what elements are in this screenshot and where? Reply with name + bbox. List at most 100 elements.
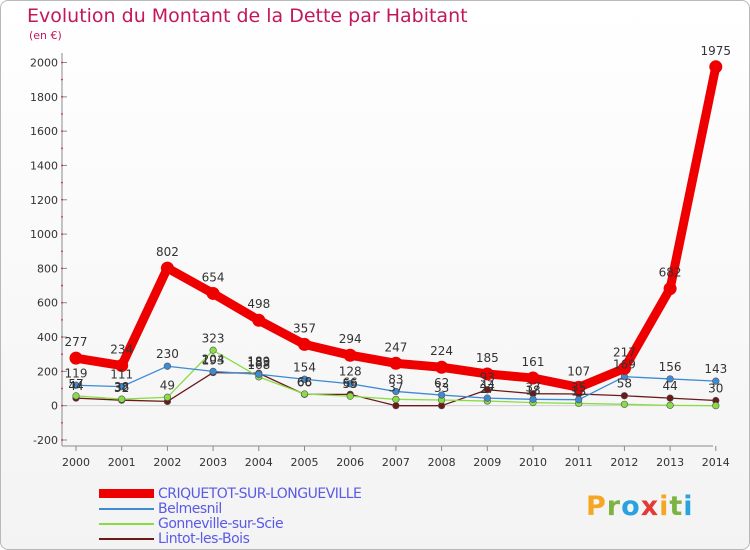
data-point [575,396,583,404]
data-label: 294 [339,332,362,346]
y-tick-label: 1400 [30,159,58,172]
data-point [666,375,674,383]
legend-label: Gonneville-sur-Scie [158,515,284,532]
data-label: 107 [567,364,590,378]
data-point [209,367,217,375]
brand-logo-letter: i [659,491,670,522]
x-tick-label: 2009 [473,456,501,469]
data-point [160,261,174,275]
y-minor-tick [61,439,63,441]
data-label: 44 [662,379,677,393]
data-label: 498 [247,297,270,311]
y-tick-label: 1200 [30,194,58,207]
y-tick-label: 2000 [30,57,58,70]
data-label: 323 [202,331,225,345]
x-tick-label: 2007 [382,456,410,469]
y-minor-tick [61,61,63,64]
x-tick-label: 2010 [519,456,547,469]
data-point [529,395,537,403]
series-line-0 [71,62,721,392]
y-tick-label: 1000 [30,228,58,241]
y-tick-label: -200 [33,434,58,447]
y-minor-tick [61,387,63,390]
data-label: 161 [522,355,545,369]
data-label: 169 [613,358,636,372]
chart-title: Evolution du Montant de la Dette par Hab… [27,5,468,27]
data-point [118,395,126,403]
data-label: 44 [480,379,495,393]
chart-unit: (en €) [29,29,62,42]
data-point [72,381,80,389]
data-label: 682 [659,266,682,280]
y-minor-tick [61,164,63,167]
brand-logo-letter: r [606,491,622,522]
x-tick-label: 2004 [245,456,273,469]
y-tick-label: 800 [37,262,58,275]
data-point [480,367,494,381]
x-tick-label: 2008 [428,456,456,469]
data-point [346,392,354,400]
data-label: 156 [659,360,682,374]
x-tick-label: 2002 [153,456,181,469]
data-point [617,361,631,375]
brand-logo-letter: P [586,491,607,522]
data-label: 38 [114,380,129,394]
data-label: 66 [343,375,358,389]
data-point [163,393,171,401]
x-tick-label: 2011 [565,456,593,469]
data-label: 58 [617,377,632,391]
legend-swatch [99,522,154,525]
data-point [72,392,80,400]
data-point [709,60,723,74]
data-point [163,362,171,370]
data-point [526,371,540,385]
y-minor-tick [61,404,63,407]
y-minor-tick [61,78,63,81]
y-minor-tick [61,421,63,424]
legend-item: CRIQUETOT-SUR-LONGUEVILLE [99,486,362,502]
data-label: 802 [156,245,179,259]
data-label: 234 [110,343,133,357]
data-label: 654 [202,270,225,284]
data-point [438,391,446,399]
data-label: 37 [525,380,540,394]
data-label: 27 [480,382,495,396]
data-point [69,351,83,365]
x-tick-label: 2012 [610,456,638,469]
legend-item: Belmesnil [99,501,361,517]
y-minor-tick [61,113,63,115]
data-label: 66 [297,375,312,389]
data-point [392,387,400,396]
data-label: 143 [704,362,727,376]
y-tick-label: 0 [51,400,58,413]
y-minor-tick [61,181,63,184]
brand-logo: Proxiti [586,491,694,522]
data-point [389,356,403,370]
data-label: 185 [476,351,499,365]
data-label: 49 [160,378,175,392]
y-tick-label: 1600 [30,125,58,138]
y-minor-tick [61,250,63,253]
brand-logo-letter: t [669,491,684,522]
data-label: 37 [388,380,403,394]
data-label: 44 [68,379,83,393]
y-minor-tick [61,318,63,321]
data-label: 33 [434,381,449,395]
data-label: 189 [247,354,270,368]
y-minor-tick [61,233,63,235]
data-point [346,380,354,388]
y-minor-tick [61,336,63,338]
data-point [252,313,266,327]
data-label: 119 [65,366,88,380]
y-minor-tick [61,301,63,304]
data-label: 62 [434,376,449,390]
data-point [435,360,449,374]
data-label: 230 [156,347,179,361]
data-point [483,386,491,394]
legend-item: Gonneville-sur-Scie [99,515,361,532]
data-label: 35 [571,381,586,395]
data-label: 217 [613,345,636,359]
y-minor-tick [61,130,63,133]
y-tick-label: 200 [37,365,58,378]
legend: CRIQUETOT-SUR-LONGUEVILLE Belmesnil Gonnev… [99,486,362,547]
